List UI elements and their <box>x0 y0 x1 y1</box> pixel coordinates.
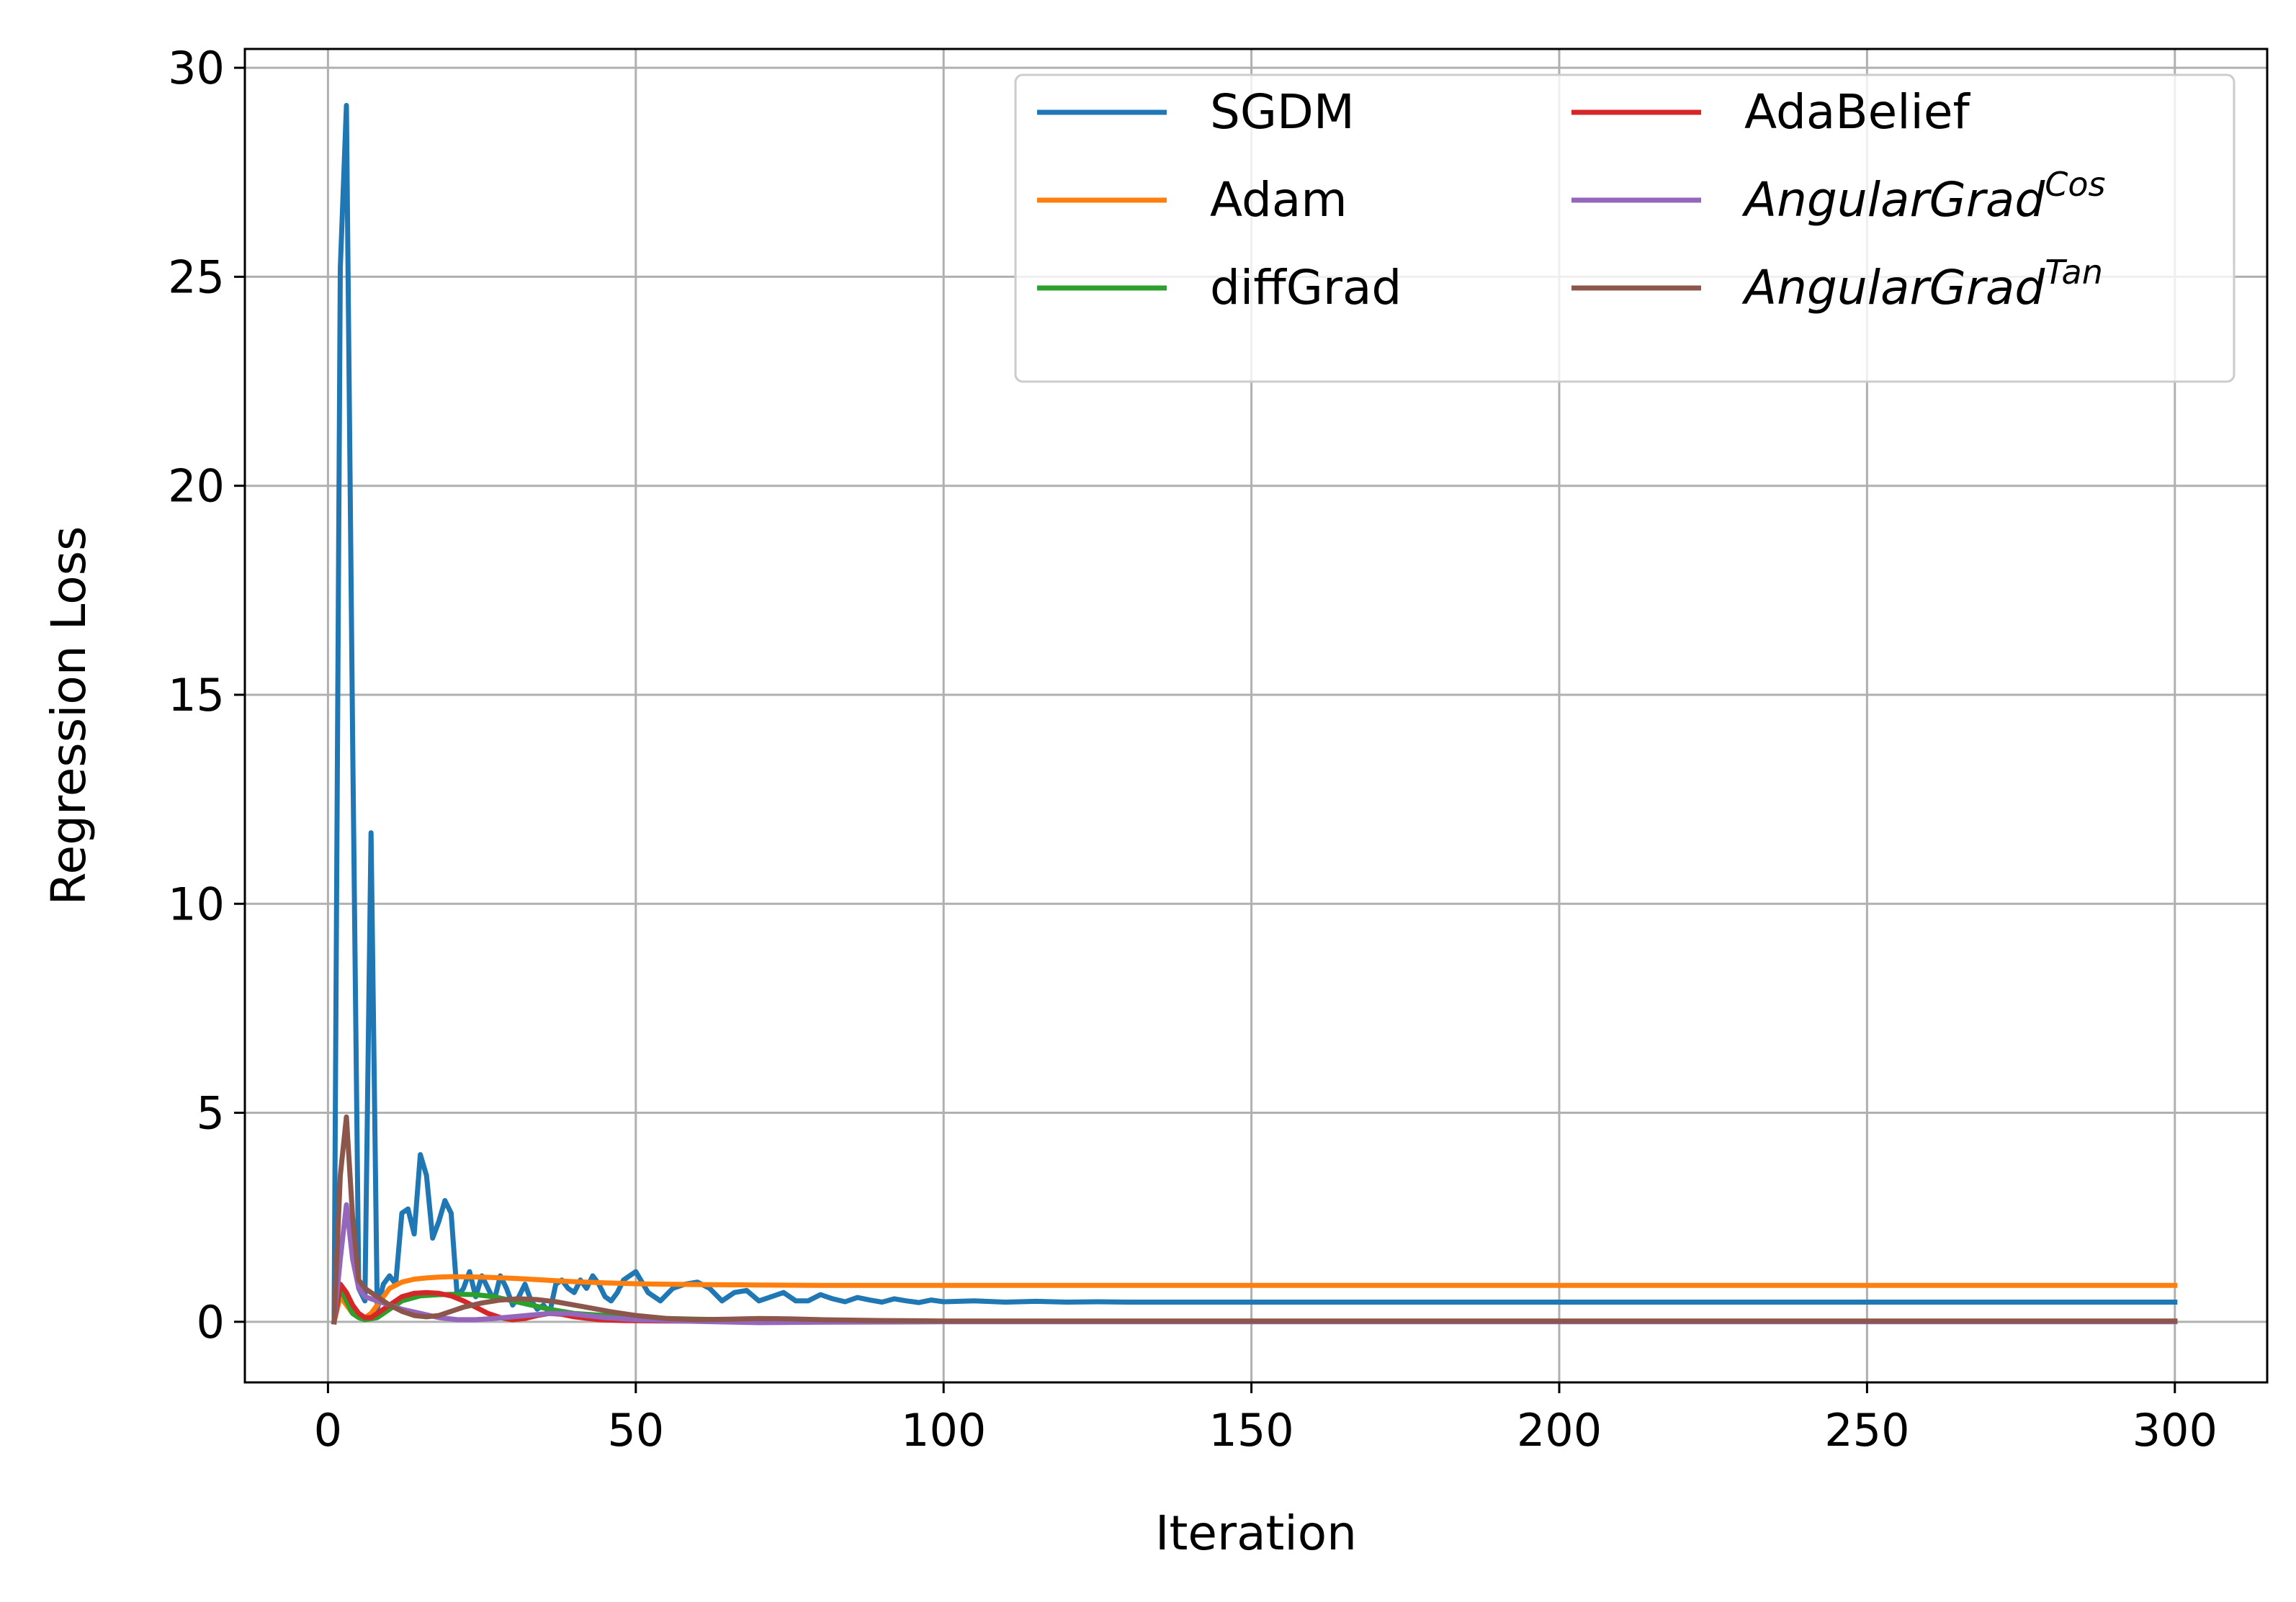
axis-ticks: 0 50 100 150 200 250 300 0 5 10 15 20 25 30 <box>168 42 2217 1457</box>
legend-entry-superscript: Tan <box>2045 253 2103 292</box>
x-tick-label: 300 <box>2133 1404 2217 1457</box>
legend-entry-label: AngularGradCos <box>1741 165 2105 228</box>
y-tick-label: 0 <box>197 1296 225 1349</box>
y-tick-label: 5 <box>197 1087 225 1140</box>
x-tick-label: 50 <box>607 1404 664 1457</box>
legend-entry-base: AngularGrad <box>1741 260 2045 315</box>
legend-entry-label: AngularGradTan <box>1741 253 2103 315</box>
x-tick-label: 250 <box>1824 1404 1909 1457</box>
series-line-4 <box>331 1202 2178 1326</box>
plot-lines <box>331 102 2178 1326</box>
legend: SGDMAdamdiffGradAdaBeliefAngularGradCosA… <box>1014 73 2236 383</box>
y-tick-label: 15 <box>168 669 225 721</box>
x-tick-label: 200 <box>1517 1404 1602 1457</box>
y-tick-label: 25 <box>168 251 225 303</box>
x-tick-label: 100 <box>901 1404 986 1457</box>
x-tick-label: 150 <box>1208 1404 1293 1457</box>
legend-entry-label: AdaBelief <box>1744 84 1970 140</box>
y-tick-label: 10 <box>168 878 225 930</box>
x-tick-label: 0 <box>314 1404 342 1457</box>
y-tick-label: 20 <box>168 460 225 513</box>
grid <box>245 49 2267 1382</box>
legend-entry-superscript: Cos <box>2045 165 2105 204</box>
legend-entry-label: SGDM <box>1210 84 1355 140</box>
legend-entry-label: Adam <box>1210 172 1347 228</box>
y-axis-label: Regression Loss <box>41 526 97 906</box>
series-line-5 <box>331 1114 2178 1325</box>
y-tick-label: 30 <box>168 42 225 94</box>
legend-entry-label: diffGrad <box>1210 260 1402 315</box>
plot-frame <box>243 48 2269 1384</box>
legend-box <box>1014 73 2236 383</box>
x-axis-label: Iteration <box>1155 1506 1357 1561</box>
legend-entry-base: AngularGrad <box>1741 172 2045 228</box>
